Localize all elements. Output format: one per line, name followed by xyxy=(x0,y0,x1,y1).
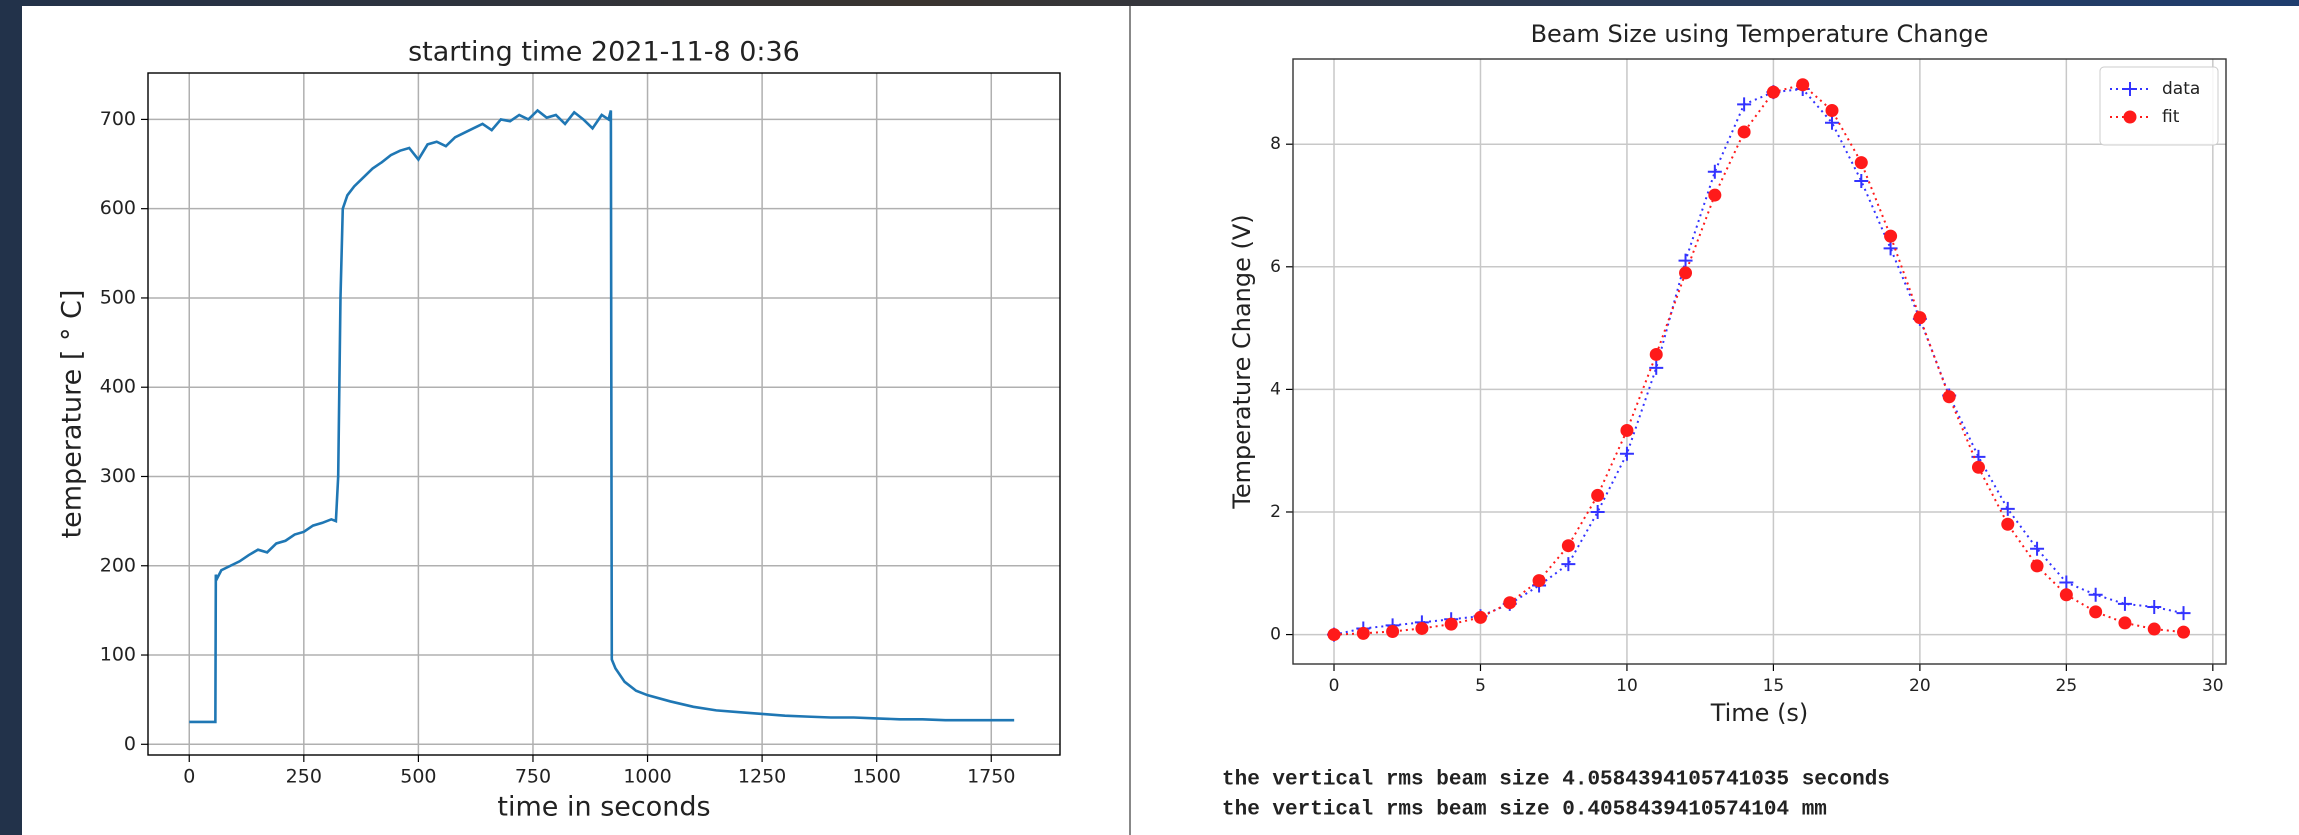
legend-label: fit xyxy=(2162,107,2180,127)
point xyxy=(1942,390,1956,404)
x-tick-label: 1500 xyxy=(853,766,901,788)
x-tick-label: 500 xyxy=(400,766,436,788)
point xyxy=(2059,588,2073,602)
point xyxy=(2117,596,2132,611)
series-line xyxy=(1333,83,2184,636)
legend-box xyxy=(2099,66,2219,146)
x-tick-label: 20 xyxy=(1909,676,1931,696)
point xyxy=(1561,539,1575,553)
point xyxy=(1708,188,1722,202)
y-tick-label: 100 xyxy=(100,644,136,666)
legend-marker xyxy=(2123,82,2137,96)
x-tick-label: 1250 xyxy=(738,766,786,788)
x-axis-label: Time (s) xyxy=(1710,699,1809,727)
point xyxy=(1532,574,1546,588)
plot-frame xyxy=(1292,58,2227,665)
point xyxy=(2089,605,2103,619)
point xyxy=(2030,559,2044,573)
point xyxy=(2147,622,2161,636)
point xyxy=(1590,504,1605,519)
point xyxy=(2176,606,2191,621)
point xyxy=(1444,617,1458,631)
point xyxy=(2177,625,2191,639)
y-tick-label: 6 xyxy=(1270,257,1281,277)
point xyxy=(1678,253,1693,268)
point xyxy=(1737,97,1752,112)
point xyxy=(2001,517,2015,531)
point xyxy=(2147,599,2162,614)
point xyxy=(1796,78,1810,92)
x-tick-label: 750 xyxy=(515,766,551,788)
point xyxy=(1591,488,1605,502)
point xyxy=(1854,173,1869,188)
y-tick-label: 0 xyxy=(1270,625,1281,645)
y-tick-label: 200 xyxy=(100,554,136,576)
note: the vertical rms beam size 0.40584394105… xyxy=(1222,799,1827,822)
x-tick-label: 30 xyxy=(2202,676,2224,696)
point xyxy=(1356,626,1370,640)
x-tick-label: 0 xyxy=(183,766,195,788)
point xyxy=(2030,541,2045,556)
point xyxy=(1707,164,1722,179)
point xyxy=(2059,575,2074,590)
x-tick-label: 15 xyxy=(1763,676,1785,696)
x-tick-label: 25 xyxy=(2056,676,2078,696)
point xyxy=(1503,596,1517,610)
point xyxy=(2088,587,2103,602)
point xyxy=(1561,557,1576,572)
point xyxy=(1649,360,1664,375)
x-tick-label: 1750 xyxy=(967,766,1015,788)
point xyxy=(1971,460,1985,474)
x-tick-label: 5 xyxy=(1475,676,1486,696)
point xyxy=(1825,115,1839,130)
point xyxy=(2000,501,2015,516)
point xyxy=(1766,85,1780,99)
point xyxy=(1415,621,1429,635)
x-axis-label: time in seconds xyxy=(497,792,710,823)
y-tick-label: 4 xyxy=(1270,379,1281,399)
y-tick-label: 500 xyxy=(100,286,136,308)
x-tick-label: 10 xyxy=(1616,676,1638,696)
point xyxy=(1737,125,1751,139)
y-tick-label: 2 xyxy=(1270,502,1281,522)
note: the vertical rms beam size 4.05843941057… xyxy=(1222,769,1890,792)
y-axis-label: temperature [ ° C] xyxy=(57,290,88,539)
point xyxy=(1913,311,1927,325)
point xyxy=(1679,266,1693,280)
chart-title: starting time 2021-11-8 0:36 xyxy=(408,37,800,68)
y-tick-label: 300 xyxy=(100,465,136,487)
point xyxy=(1327,628,1341,642)
plot-frame xyxy=(147,72,1061,756)
point xyxy=(1825,103,1839,117)
y-axis-label: Temperature Change (V) xyxy=(1228,214,1256,509)
point xyxy=(1854,156,1868,170)
y-tick-label: 600 xyxy=(100,197,136,219)
x-tick-label: 250 xyxy=(286,766,322,788)
point xyxy=(2118,616,2132,630)
point xyxy=(1386,625,1400,639)
y-tick-label: 0 xyxy=(124,733,136,755)
legend-marker xyxy=(2123,110,2137,124)
x-tick-label: 0 xyxy=(1329,676,1340,696)
point xyxy=(1884,229,1898,243)
chart-title: Beam Size using Temperature Change xyxy=(1531,20,1989,48)
data-line xyxy=(189,108,1015,724)
point xyxy=(1619,446,1634,461)
point xyxy=(1473,610,1487,624)
legend-label: data xyxy=(2162,79,2200,99)
y-tick-label: 400 xyxy=(100,376,136,398)
left-panel xyxy=(22,6,1129,835)
y-tick-label: 700 xyxy=(100,108,136,130)
x-tick-label: 1000 xyxy=(623,766,671,788)
y-tick-label: 8 xyxy=(1270,134,1281,154)
point xyxy=(1620,423,1634,437)
point xyxy=(1649,347,1663,361)
point xyxy=(1883,241,1898,256)
